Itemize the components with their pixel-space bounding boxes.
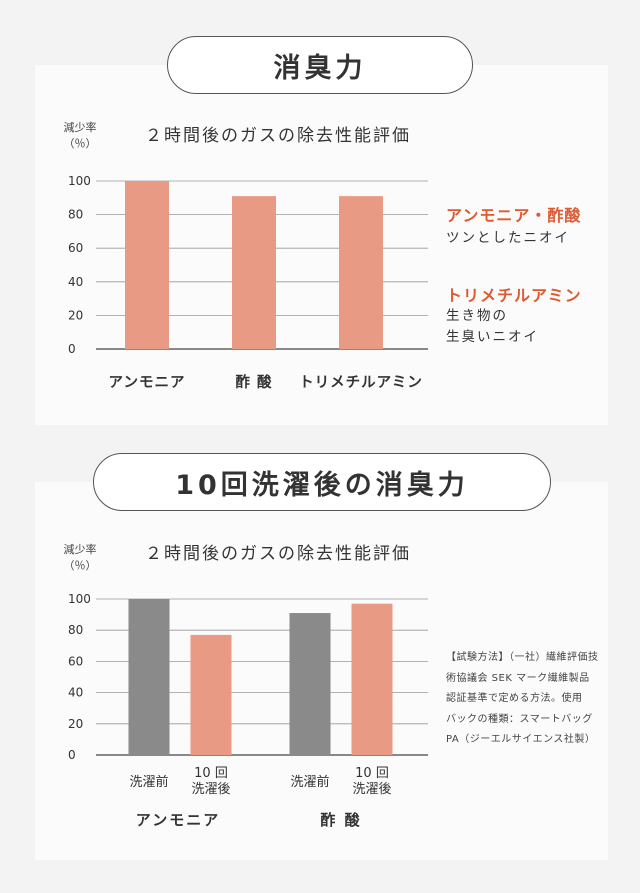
bar <box>125 181 169 349</box>
y-tick-label: 60 <box>68 654 83 668</box>
x-group-label: アンモニア <box>136 811 220 829</box>
bar <box>190 634 232 755</box>
test-method-line: PA（ジーエルサイエンス社製） <box>446 734 596 745</box>
x-category-label: 酢 酸 <box>235 373 272 391</box>
y-tick-label: 20 <box>68 308 83 322</box>
bar <box>289 613 331 755</box>
note-trimethylamine-desc-2: 生臭いニオイ <box>446 329 539 345</box>
note-trimethylamine-title: トリメチルアミン <box>446 286 582 305</box>
note-ammonia-acetic-title: アンモニア・酢酸 <box>446 206 582 225</box>
y-tick-label: 20 <box>68 717 83 731</box>
y-tick-label: 80 <box>68 623 83 637</box>
section2-title: 10回洗濯後の消臭力 <box>93 453 551 511</box>
test-method-line: バックの種類：スマートバッグ <box>446 713 593 725</box>
y-tick-label: 100 <box>68 174 91 188</box>
y-axis-label: （％） <box>64 559 97 572</box>
y-axis-label: 減少率 <box>64 120 97 134</box>
y-tick-label: 40 <box>68 275 83 289</box>
x-bar-label: 10 回 <box>194 766 228 781</box>
note-trimethylamine-desc-1: 生き物の <box>446 308 508 324</box>
y-tick-label: 80 <box>68 208 83 222</box>
x-bar-label: 洗濯前 <box>129 774 168 790</box>
y-tick-label: 60 <box>68 241 83 255</box>
y-axis-label: （％） <box>64 137 97 150</box>
x-bar-label: 10 回 <box>355 766 389 781</box>
test-method-line: 【試験方法】（一社）繊維評価技 <box>446 652 599 663</box>
y-axis-label: 減少率 <box>64 542 97 556</box>
note-ammonia-acetic-desc: ツンとしたニオイ <box>446 230 570 246</box>
x-group-label: 酢 酸 <box>320 811 361 829</box>
x-category-label: トリメチルアミン <box>299 374 423 391</box>
x-bar-label: 洗濯後 <box>191 782 230 797</box>
y-tick-label: 0 <box>68 748 76 762</box>
test-method-line: 術協議会 SEK マーク繊維製品 <box>446 672 590 684</box>
x-bar-label: 洗濯後 <box>352 782 391 797</box>
bar <box>339 196 383 349</box>
y-tick-label: 40 <box>68 686 83 700</box>
section1-title: 消臭力 <box>167 36 473 94</box>
test-method-note: 【試験方法】（一社）繊維評価技 術協議会 SEK マーク繊維製品 認証基準で定め… <box>446 648 599 751</box>
chart-title: ２時間後のガスの除去性能評価 <box>145 544 411 564</box>
y-tick-label: 0 <box>68 342 76 356</box>
chart-title: ２時間後のガスの除去性能評価 <box>145 126 411 146</box>
bar <box>232 196 276 349</box>
test-method-line: 認証基準で定める方法。使用 <box>446 693 583 704</box>
bar <box>351 603 393 755</box>
x-category-label: アンモニア <box>109 375 186 391</box>
bar <box>128 599 170 755</box>
y-tick-label: 100 <box>68 592 91 606</box>
x-bar-label: 洗濯前 <box>290 774 329 790</box>
